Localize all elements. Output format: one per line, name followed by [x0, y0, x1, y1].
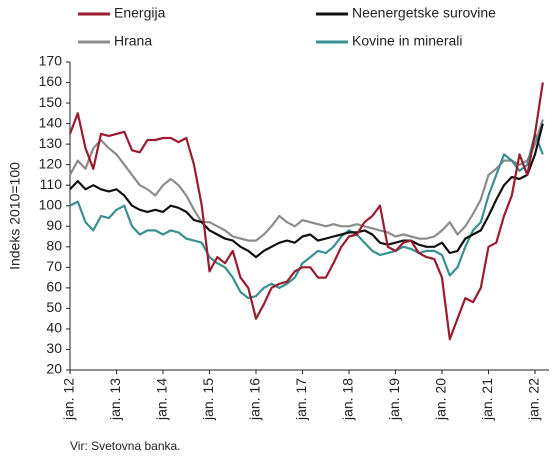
y-tick-label: 20: [46, 361, 62, 377]
y-tick-label: 70: [46, 258, 62, 274]
y-axis-label: Indeks 2010=100: [7, 162, 23, 270]
y-tick-label: 40: [46, 320, 62, 336]
x-tick-label: jan. 13: [107, 378, 123, 421]
y-tick-label: 110: [40, 176, 63, 192]
x-tick-label: jan. 12: [61, 378, 77, 421]
x-tick-label: jan. 14: [154, 378, 170, 421]
legend-label: Kovine in minerali: [352, 33, 463, 49]
x-tick-label: jan. 20: [433, 378, 449, 421]
y-tick-label: 170: [39, 53, 63, 69]
legend-label: Neenergetske surovine: [352, 5, 496, 21]
series-line: [69, 132, 544, 300]
y-tick-label: 80: [46, 238, 62, 254]
y-tick-label: 150: [39, 94, 63, 110]
x-tick-label: jan. 16: [247, 378, 263, 421]
x-tick-label: jan. 15: [200, 378, 216, 421]
series-line: [68, 82, 544, 341]
legend-label: Hrana: [114, 33, 152, 49]
y-tick-label: 130: [39, 135, 63, 151]
series-line: [69, 119, 544, 242]
x-tick-label: jan. 18: [340, 378, 356, 421]
x-tick-label: jan. 22: [526, 378, 542, 421]
source: Vir: Svetovna banka.: [70, 439, 181, 453]
y-tick-label: 160: [39, 73, 63, 89]
y-tick-label: 100: [39, 196, 63, 212]
x-tick-label: jan. 17: [293, 378, 309, 421]
y-tick-label: 60: [46, 279, 62, 295]
x-tick-label: jan. 21: [479, 378, 495, 421]
x-tick-label: jan. 19: [386, 378, 402, 421]
y-tick-label: 90: [46, 217, 62, 233]
y-tick-label: 140: [39, 114, 63, 130]
y-tick-label: 50: [46, 299, 62, 315]
series-line: [69, 123, 544, 259]
y-tick-label: 120: [39, 155, 63, 171]
y-tick-label: 30: [46, 340, 62, 356]
legend-label: Energija: [114, 5, 166, 21]
